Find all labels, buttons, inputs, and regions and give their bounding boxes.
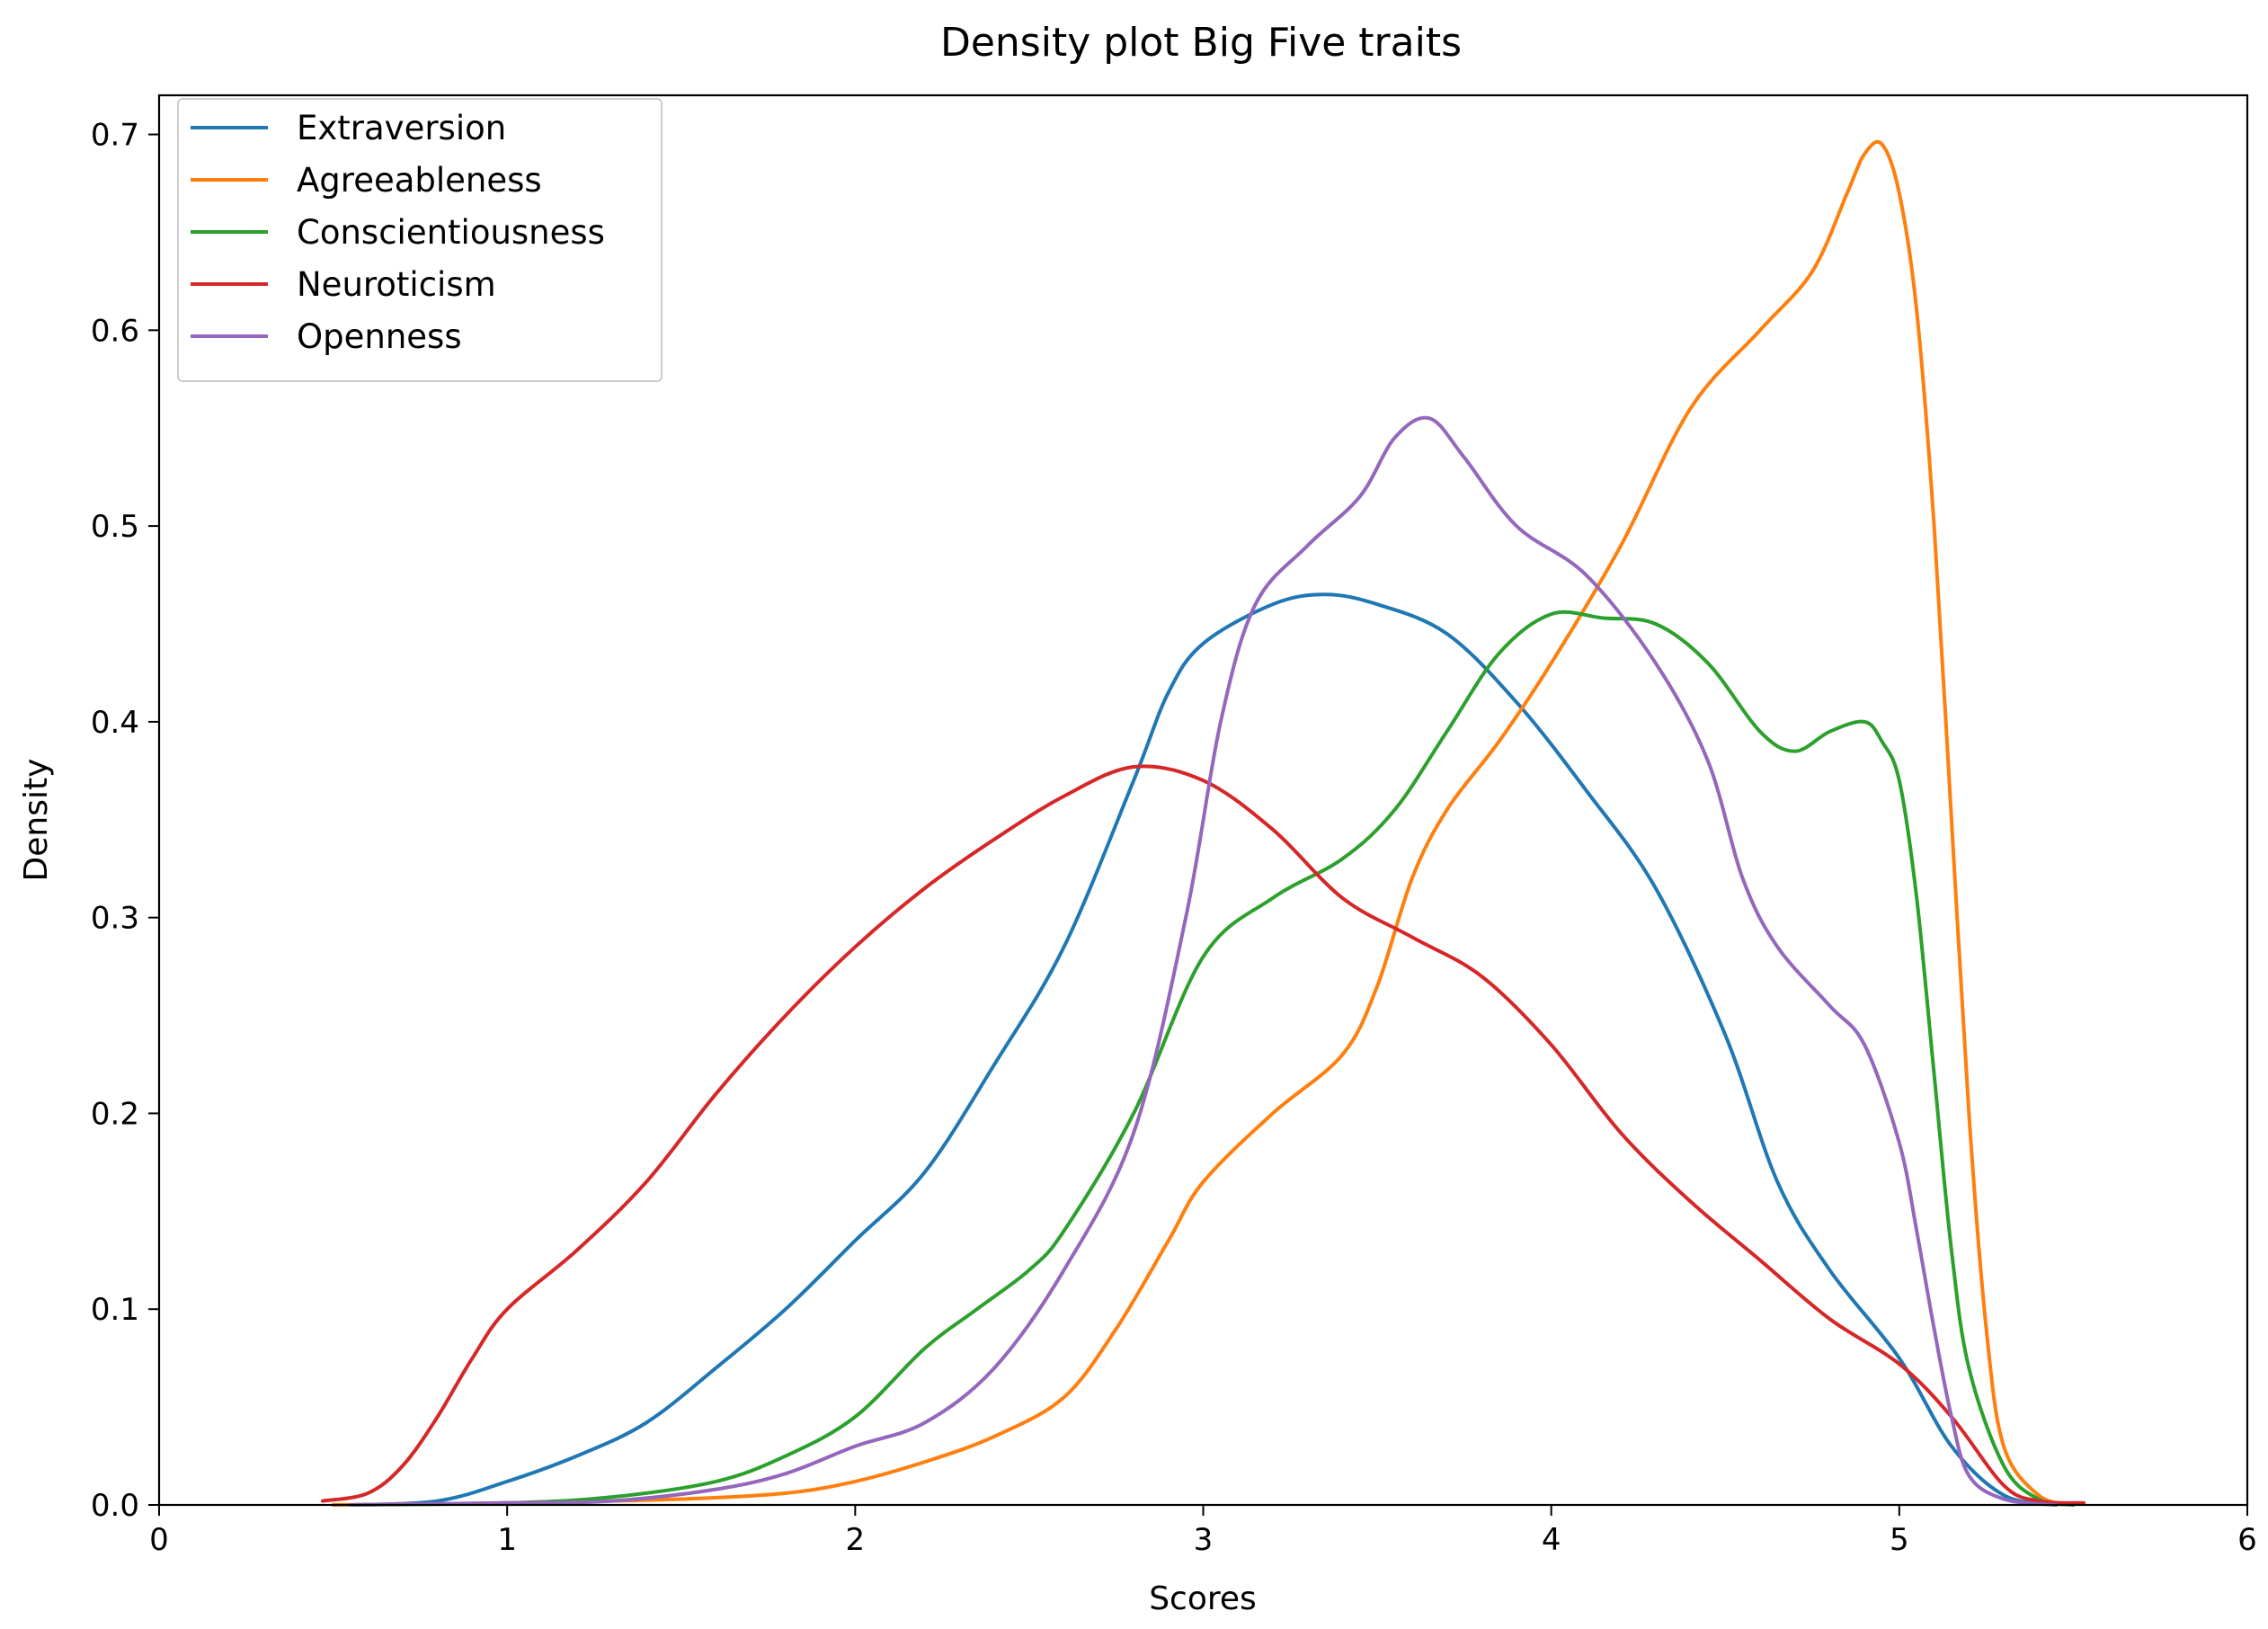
chart-title: Density plot Big Five traits xyxy=(940,20,1462,66)
series-line-extraversion xyxy=(348,592,2059,1507)
y-tick-label: 0.0 xyxy=(91,1488,139,1524)
y-tick-label: 0.3 xyxy=(91,901,139,937)
plot-frame xyxy=(157,93,2249,1507)
legend-label: Openness xyxy=(297,317,462,356)
legend: Extraversion Agreeableness Conscientiousne… xyxy=(177,98,663,382)
x-tick-label: 4 xyxy=(1542,1522,1561,1558)
legend-box xyxy=(177,98,663,382)
x-tick-label: 0 xyxy=(149,1522,169,1558)
x-tick-label: 6 xyxy=(2237,1522,2257,1558)
x-tick-label: 1 xyxy=(497,1522,517,1558)
x-tick-label: 5 xyxy=(1890,1522,1909,1558)
y-tick-label: 0.7 xyxy=(91,118,139,154)
y-tick-label: 0.4 xyxy=(91,705,139,741)
axis-ticks: 0 1 2 3 4 5 6 0.0 0.1 0.2 0.3 0.4 0.5 0.6 0.7 xyxy=(91,118,2257,1558)
y-axis-label: Density xyxy=(18,759,55,882)
x-axis-label: Scores xyxy=(1149,1580,1257,1617)
x-tick-label: 2 xyxy=(846,1522,866,1558)
legend-label: Extraversion xyxy=(297,109,506,147)
y-tick-label: 0.5 xyxy=(91,509,139,545)
series-line-openness xyxy=(348,415,2059,1507)
x-tick-label: 3 xyxy=(1194,1522,1214,1558)
y-tick-label: 0.6 xyxy=(91,313,139,349)
legend-label: Neuroticism xyxy=(297,265,496,304)
series-lines xyxy=(321,139,2086,1507)
y-tick-label: 0.1 xyxy=(91,1292,139,1328)
y-tick-label: 0.2 xyxy=(91,1096,139,1132)
series-line-agreeableness xyxy=(331,139,2076,1507)
series-line-conscientiousness xyxy=(348,610,2076,1507)
legend-label: Agreeableness xyxy=(297,161,542,200)
legend-label: Conscientiousness xyxy=(297,213,605,252)
series-line-neuroticism xyxy=(321,764,2086,1505)
